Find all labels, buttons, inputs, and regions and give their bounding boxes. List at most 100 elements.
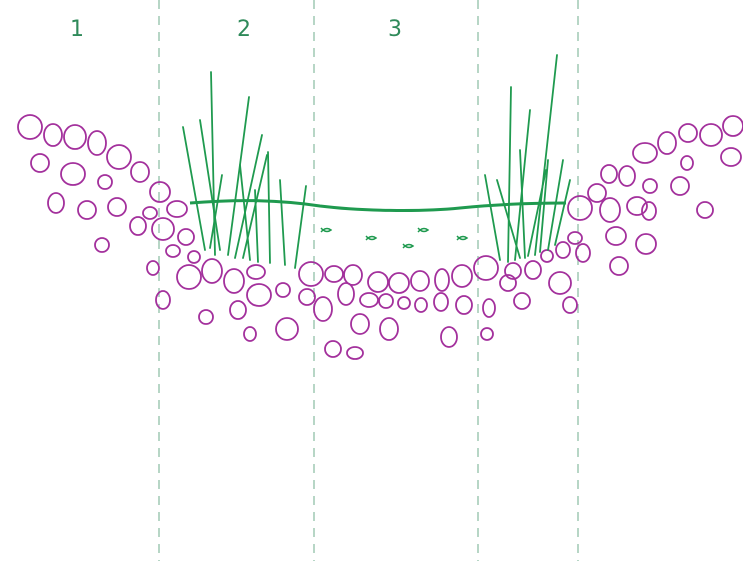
pebble bbox=[324, 265, 344, 283]
pebble bbox=[77, 200, 97, 220]
pebble bbox=[47, 192, 65, 214]
pebble bbox=[657, 131, 677, 155]
pebble bbox=[298, 288, 316, 306]
pebble bbox=[548, 271, 572, 295]
pebble bbox=[567, 231, 583, 245]
grass-blade bbox=[267, 151, 271, 264]
pebble bbox=[324, 340, 342, 358]
pebble bbox=[473, 255, 499, 281]
grass-blade bbox=[554, 179, 571, 246]
pebble bbox=[130, 161, 150, 183]
zone-label: 2 bbox=[237, 17, 251, 42]
grass-blade bbox=[547, 159, 564, 251]
fish bbox=[456, 235, 469, 241]
grass-blade bbox=[209, 174, 223, 249]
pebble bbox=[313, 296, 333, 322]
grass-blade bbox=[239, 164, 251, 261]
pebble bbox=[433, 292, 449, 312]
pebble bbox=[540, 249, 554, 263]
pebble bbox=[201, 258, 223, 284]
pebble bbox=[720, 147, 742, 167]
pebble bbox=[94, 237, 110, 253]
pebble bbox=[410, 270, 430, 292]
fish bbox=[320, 227, 333, 233]
pebble bbox=[513, 292, 531, 310]
grass-blade bbox=[234, 134, 263, 259]
pebble bbox=[626, 196, 648, 216]
zone-label: 3 bbox=[388, 17, 402, 42]
pebble bbox=[97, 174, 113, 190]
pebble bbox=[30, 153, 50, 173]
pebble bbox=[155, 290, 171, 310]
pebble bbox=[635, 233, 657, 255]
pebble bbox=[480, 327, 494, 341]
fish-group bbox=[320, 227, 469, 249]
pebble bbox=[632, 142, 658, 164]
pebble bbox=[337, 282, 355, 306]
zone-label: 1 bbox=[70, 17, 84, 42]
pebble bbox=[567, 195, 593, 221]
fish bbox=[365, 235, 378, 241]
pebble bbox=[379, 317, 399, 341]
pebble bbox=[129, 216, 147, 236]
pebble bbox=[176, 264, 202, 290]
pebble bbox=[722, 115, 743, 137]
grass-blade bbox=[496, 179, 521, 259]
grass-blade bbox=[227, 96, 250, 256]
grass-blade bbox=[182, 126, 206, 251]
pebble bbox=[599, 197, 621, 223]
pebble bbox=[600, 164, 618, 184]
pebble bbox=[187, 250, 201, 264]
pebble bbox=[455, 295, 473, 315]
pebble bbox=[587, 183, 607, 203]
pebble bbox=[246, 264, 266, 280]
pebble bbox=[146, 260, 160, 276]
pebble bbox=[575, 243, 591, 263]
pebble bbox=[149, 181, 171, 203]
grass-blade bbox=[279, 179, 286, 266]
pebble bbox=[17, 114, 43, 140]
pebble bbox=[642, 178, 658, 194]
pebble bbox=[165, 244, 181, 258]
pebbles bbox=[17, 114, 743, 360]
grass-blade bbox=[199, 119, 221, 251]
grass-blade bbox=[507, 86, 512, 263]
pebble bbox=[350, 313, 370, 335]
water-surface bbox=[189, 199, 567, 212]
pebble bbox=[696, 201, 714, 219]
pebble bbox=[555, 241, 571, 259]
pebble bbox=[142, 206, 158, 220]
pebble bbox=[388, 272, 410, 294]
pebble bbox=[378, 293, 394, 309]
grass-blade bbox=[484, 174, 501, 261]
pebble bbox=[680, 155, 694, 171]
pebble bbox=[524, 260, 542, 280]
pebble bbox=[414, 297, 428, 313]
pebble bbox=[243, 326, 257, 342]
pebble bbox=[504, 262, 522, 280]
pebble bbox=[367, 271, 389, 293]
pebble bbox=[107, 197, 127, 217]
pebble bbox=[699, 123, 723, 147]
pebble bbox=[678, 123, 698, 143]
pebble bbox=[229, 300, 247, 320]
pebble bbox=[670, 176, 690, 196]
pebble bbox=[359, 292, 379, 308]
pebble bbox=[106, 144, 132, 170]
grass-blade bbox=[294, 185, 307, 269]
pebble bbox=[223, 268, 245, 294]
pebble bbox=[87, 130, 107, 156]
pebble bbox=[246, 283, 272, 307]
grass-blade bbox=[534, 54, 558, 256]
pebble bbox=[562, 296, 578, 314]
pebble bbox=[605, 226, 627, 246]
pebble bbox=[440, 326, 458, 348]
dividers bbox=[158, 0, 579, 561]
pebble bbox=[43, 123, 63, 147]
pebble bbox=[63, 124, 87, 150]
pebble bbox=[275, 317, 299, 341]
pebble bbox=[618, 165, 636, 187]
pebble bbox=[451, 264, 473, 288]
pebble bbox=[641, 201, 657, 221]
